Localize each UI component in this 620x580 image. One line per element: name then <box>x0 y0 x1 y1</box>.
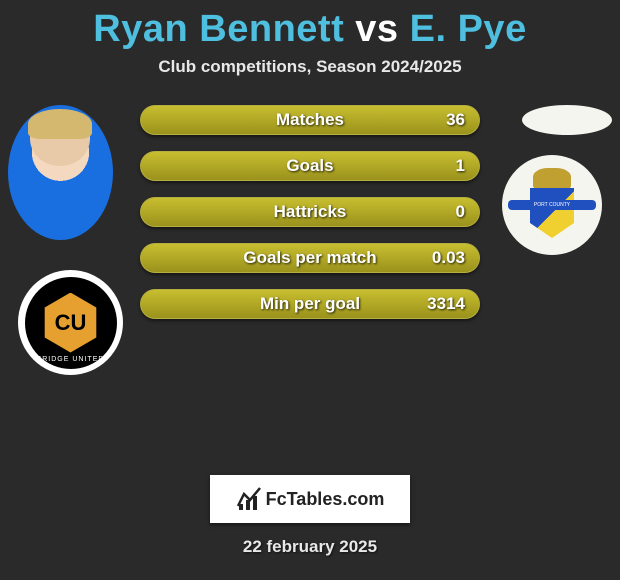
player1-avatar <box>8 105 113 240</box>
player1-club-badge: CU BRIDGE UNITED <box>18 270 123 375</box>
stat-label: Min per goal <box>260 294 360 314</box>
stat-value: 36 <box>446 110 465 130</box>
stat-bar: Goals 1 <box>140 151 480 181</box>
stat-bar: Hattricks 0 <box>140 197 480 227</box>
comparison-title: Ryan Bennett vs E. Pye <box>0 0 620 51</box>
player2-club-badge: PORT COUNTY <box>502 155 602 255</box>
player1-name: Ryan Bennett <box>93 8 344 50</box>
branding-text: FcTables.com <box>266 489 385 510</box>
stat-value: 1 <box>456 156 465 176</box>
stat-label: Goals per match <box>243 248 376 268</box>
branding-badge: FcTables.com <box>210 475 410 523</box>
stat-bar: Min per goal 3314 <box>140 289 480 319</box>
vs-label: vs <box>355 8 398 50</box>
club-badge-subtext: BRIDGE UNITED <box>37 356 105 363</box>
player2-avatar <box>522 105 612 135</box>
stat-label: Matches <box>276 110 344 130</box>
crest-ribbon: PORT COUNTY <box>508 200 596 210</box>
stat-bar: Goals per match 0.03 <box>140 243 480 273</box>
stat-value: 0 <box>456 202 465 222</box>
stat-label: Hattricks <box>274 202 347 222</box>
stat-bar: Matches 36 <box>140 105 480 135</box>
season-subtitle: Club competitions, Season 2024/2025 <box>0 57 620 77</box>
club-badge-text: CU <box>41 293 101 353</box>
stat-value: 0.03 <box>432 248 465 268</box>
chart-icon <box>236 486 262 512</box>
comparison-content: CU BRIDGE UNITED PORT COUNTY Matches 36 Go… <box>0 105 620 425</box>
stat-value: 3314 <box>427 294 465 314</box>
player2-name: E. Pye <box>410 8 527 50</box>
snapshot-date: 22 february 2025 <box>0 537 620 557</box>
stat-bars: Matches 36 Goals 1 Hattricks 0 Goals per match… <box>140 105 480 335</box>
stat-label: Goals <box>286 156 333 176</box>
